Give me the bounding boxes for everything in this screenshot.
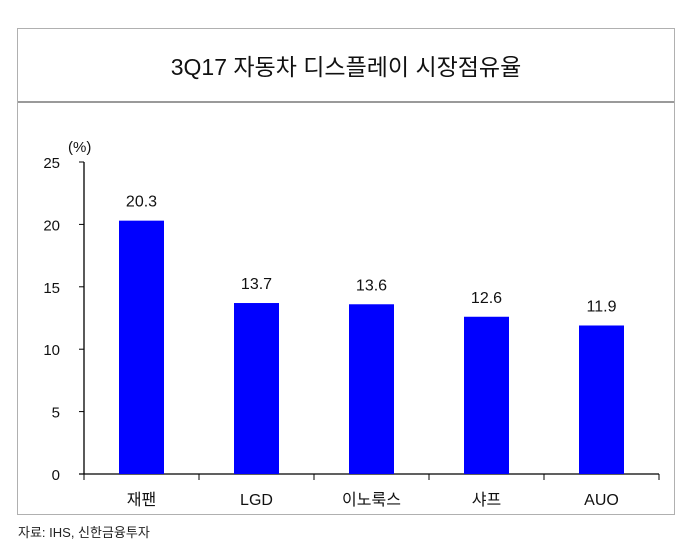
data-label: 11.9 <box>587 298 617 315</box>
bar-4 <box>579 325 624 474</box>
bar-0 <box>119 220 164 474</box>
y-unit-label: (%) <box>68 139 91 156</box>
y-tick-label: 20 <box>43 217 60 234</box>
data-label: 13.7 <box>241 276 272 293</box>
data-label: 20.3 <box>126 194 157 211</box>
data-label: 13.6 <box>356 277 387 294</box>
bar-1 <box>234 303 279 474</box>
chart-title: 3Q17 자동차 디스플레이 시장점유율 <box>18 29 674 103</box>
y-tick-label: 10 <box>43 342 60 359</box>
bar-3 <box>464 316 509 474</box>
x-tick-label: 샤프 <box>472 491 501 509</box>
y-tick-label: 0 <box>52 467 60 484</box>
data-label: 12.6 <box>471 290 502 307</box>
x-tick-label: AUO <box>584 492 619 509</box>
y-tick-label: 25 <box>43 155 60 172</box>
y-tick-label: 15 <box>43 280 60 297</box>
chart-frame: 3Q17 자동차 디스플레이 시장점유율 <box>17 28 675 515</box>
y-tick-label: 5 <box>52 405 60 422</box>
bar-2 <box>349 304 394 474</box>
x-tick-label: 이노룩스 <box>342 491 401 509</box>
x-tick-label: LGD <box>240 492 273 509</box>
source-note: 자료: IHS, 신한금융투자 <box>18 525 150 540</box>
x-tick-label: 재팬 <box>127 491 156 509</box>
